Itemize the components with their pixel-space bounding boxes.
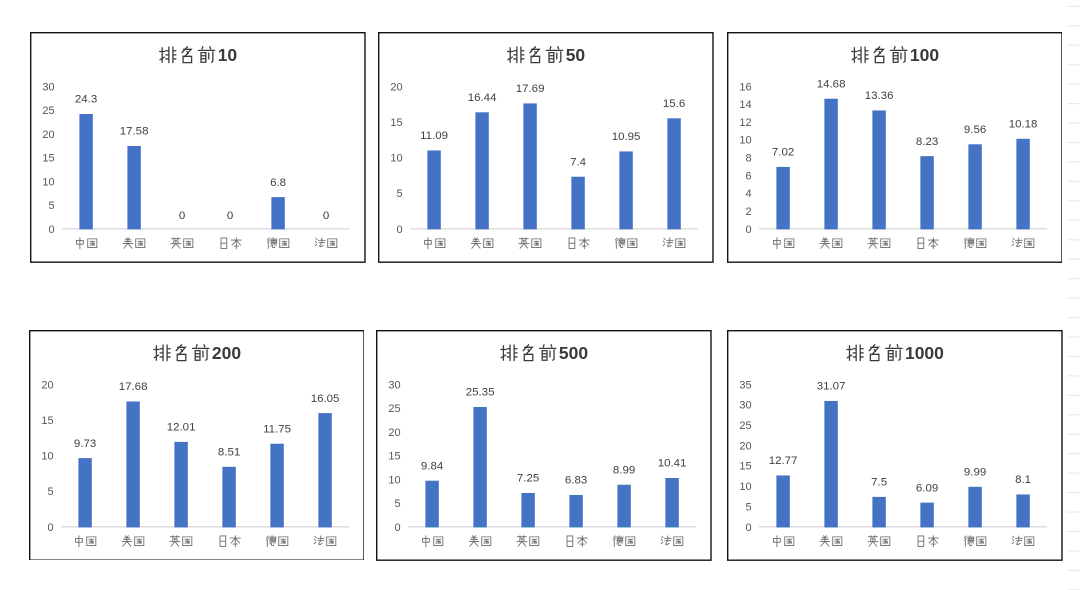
svg-text:20: 20 (42, 129, 54, 141)
svg-text:20: 20 (740, 440, 752, 452)
svg-text:24.3: 24.3 (75, 94, 97, 106)
svg-text:7.25: 7.25 (517, 472, 539, 484)
svg-text:15: 15 (388, 450, 400, 462)
svg-text:8: 8 (745, 153, 751, 165)
svg-text:5: 5 (746, 501, 752, 513)
svg-text:11.09: 11.09 (420, 130, 448, 142)
svg-text:9.56: 9.56 (964, 124, 986, 136)
svg-text:31.07: 31.07 (817, 381, 846, 393)
svg-text:10: 10 (388, 474, 400, 486)
svg-text:15: 15 (390, 117, 402, 129)
svg-text:8.99: 8.99 (613, 464, 635, 476)
svg-text:11.75: 11.75 (263, 423, 291, 435)
svg-text:5: 5 (394, 498, 400, 510)
svg-text:6: 6 (745, 171, 751, 183)
svg-text:8.23: 8.23 (916, 136, 938, 148)
svg-text:10: 10 (739, 135, 751, 147)
svg-text:14: 14 (739, 99, 751, 111)
svg-text:9.99: 9.99 (964, 467, 986, 479)
svg-text:5: 5 (47, 486, 53, 498)
svg-text:500: 500 (559, 343, 588, 363)
svg-text:7.02: 7.02 (772, 147, 794, 159)
svg-text:25: 25 (740, 420, 752, 432)
svg-text:20: 20 (388, 426, 400, 438)
svg-text:0: 0 (48, 224, 54, 236)
svg-text:200: 200 (211, 342, 240, 362)
svg-text:12.01: 12.01 (166, 421, 195, 433)
svg-text:10.41: 10.41 (658, 457, 687, 469)
svg-text:25: 25 (42, 105, 54, 117)
svg-text:6.09: 6.09 (916, 482, 938, 494)
svg-text:16.44: 16.44 (468, 92, 497, 104)
svg-text:1000: 1000 (905, 343, 944, 363)
svg-text:7.4: 7.4 (570, 157, 587, 169)
svg-text:0: 0 (227, 210, 233, 222)
svg-text:6.8: 6.8 (270, 177, 286, 189)
svg-text:16: 16 (739, 82, 751, 94)
svg-text:0: 0 (745, 224, 751, 236)
svg-text:4: 4 (745, 188, 751, 200)
svg-text:15.6: 15.6 (663, 98, 685, 110)
svg-text:17.58: 17.58 (120, 126, 149, 138)
svg-text:0: 0 (394, 521, 400, 533)
svg-text:8.1: 8.1 (1015, 474, 1031, 486)
svg-text:15: 15 (740, 461, 752, 473)
svg-text:9.73: 9.73 (73, 437, 95, 449)
svg-text:12: 12 (739, 117, 751, 129)
svg-text:10.95: 10.95 (612, 131, 641, 143)
svg-text:15: 15 (41, 414, 53, 426)
svg-text:0: 0 (179, 210, 185, 222)
svg-text:100: 100 (910, 45, 939, 65)
svg-text:35: 35 (740, 379, 752, 391)
svg-text:16.05: 16.05 (310, 392, 339, 404)
svg-text:10: 10 (218, 45, 237, 65)
svg-text:17.69: 17.69 (516, 83, 545, 95)
svg-text:2: 2 (745, 206, 751, 218)
svg-text:0: 0 (746, 522, 752, 534)
svg-text:0: 0 (323, 210, 329, 222)
svg-text:0: 0 (47, 521, 53, 533)
svg-text:17.68: 17.68 (118, 381, 147, 393)
svg-text:30: 30 (42, 82, 54, 94)
svg-text:30: 30 (388, 379, 400, 391)
svg-text:10: 10 (42, 177, 54, 189)
svg-text:20: 20 (390, 82, 402, 94)
svg-text:8.51: 8.51 (217, 446, 239, 458)
svg-text:5: 5 (396, 188, 402, 200)
svg-text:15: 15 (42, 153, 54, 165)
svg-text:7.5: 7.5 (872, 477, 888, 489)
svg-text:25: 25 (388, 403, 400, 415)
svg-text:13.36: 13.36 (865, 90, 894, 102)
svg-text:12.77: 12.77 (769, 455, 798, 467)
svg-text:6.83: 6.83 (565, 474, 587, 486)
svg-text:0: 0 (396, 224, 402, 236)
svg-text:9.84: 9.84 (421, 460, 444, 472)
svg-text:10: 10 (740, 481, 752, 493)
svg-text:10: 10 (390, 153, 402, 165)
svg-text:5: 5 (48, 200, 54, 212)
svg-text:14.68: 14.68 (817, 79, 846, 91)
svg-text:25.35: 25.35 (466, 386, 495, 398)
svg-text:50: 50 (566, 45, 585, 65)
svg-text:10: 10 (41, 450, 53, 462)
svg-text:10.18: 10.18 (1009, 119, 1038, 131)
svg-text:20: 20 (41, 379, 53, 391)
svg-text:30: 30 (740, 400, 752, 412)
